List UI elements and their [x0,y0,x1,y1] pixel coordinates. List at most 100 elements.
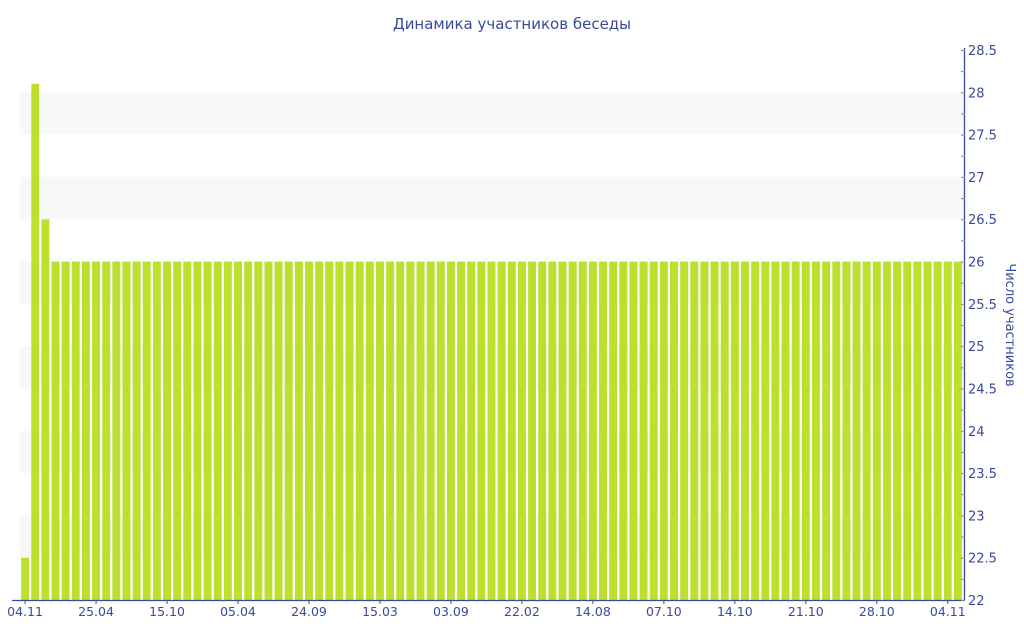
y-tick-label: 27 [968,171,985,186]
bar [467,261,476,600]
bar [832,261,841,600]
chart-title: Динамика участников беседы [393,15,631,33]
y-axis-label: Число участников [1002,263,1017,386]
bar [578,261,587,600]
bar [112,261,121,600]
bar [446,261,455,600]
y-tick-label: 28 [968,86,985,101]
bar [588,261,597,600]
bar [355,261,364,600]
bar [102,261,111,600]
bars [21,83,962,601]
bar [234,261,242,600]
x-tick-label: 04.11 [930,604,966,619]
x-tick-label: 15.10 [149,604,185,619]
bar [457,261,466,600]
bar [345,261,354,600]
bar [741,261,749,600]
bar [244,261,253,600]
bar [822,261,831,600]
y-tick-label: 24.5 [968,382,997,397]
bar [659,261,668,600]
bar [670,261,678,600]
bar [700,261,709,600]
x-tick-label: 24.09 [291,604,327,619]
y-tick-label: 27.5 [968,129,997,144]
bar [893,261,902,600]
bar [842,261,851,600]
bar [477,261,486,600]
bar [751,261,760,600]
bar [173,261,182,600]
axes: 22 22.5 23 23.5 24 24.5 25 25.5 26 26.5 27 27.5 28 28… [7,44,997,619]
bar [649,261,658,600]
bar [315,261,324,600]
bar [426,261,435,600]
bar [599,261,607,600]
bar [548,261,557,600]
y-tick-label: 25.5 [968,298,997,313]
bar [92,261,101,600]
bar [122,261,131,600]
bar [193,261,202,600]
bar [71,261,80,600]
x-tick-label: 07.10 [646,604,682,619]
bar [223,261,232,600]
bar [406,261,415,600]
bar [852,261,861,600]
bar [761,261,770,600]
bar [619,261,628,600]
bar [781,261,790,600]
bar [771,261,780,600]
bar [365,261,374,600]
bar [720,261,729,600]
bar [274,261,283,600]
grid-band [20,176,964,220]
bar [791,261,800,600]
bar [436,261,445,600]
bar [497,261,506,600]
bar [882,261,891,600]
bar [801,261,810,600]
bar [284,261,293,600]
grid-band [20,92,964,135]
bar [31,83,40,601]
x-tick-label: 04.11 [7,604,43,619]
bar [872,261,881,600]
bar [568,261,577,600]
bar [41,219,50,600]
bar [923,261,932,600]
bar [21,557,30,600]
y-tick-label: 28.5 [968,44,997,59]
bar [203,261,212,600]
bar [183,261,192,600]
bar [396,261,405,600]
bar [680,261,689,600]
bar [629,261,638,600]
bar [639,261,648,600]
y-tick-label: 26.5 [968,213,997,228]
bar [933,261,942,600]
y-tick-label: 22.5 [968,552,997,567]
bar [558,261,567,600]
x-tick-label: 15.03 [362,604,398,619]
bar [507,261,516,600]
bar [61,261,70,600]
bar [264,261,273,600]
bar [51,261,60,600]
bar [730,261,739,600]
bar [517,261,526,600]
x-tick-label: 14.08 [575,604,611,619]
x-tick-label: 05.04 [220,604,256,619]
bar [254,261,263,600]
bar [528,261,537,600]
y-tick-label: 24 [968,425,985,440]
bar [305,261,313,600]
bar [386,261,395,600]
bar [609,261,618,600]
y-tick-label: 23.5 [968,467,997,482]
bar [376,261,384,600]
bar [81,261,90,600]
bar [416,261,425,600]
